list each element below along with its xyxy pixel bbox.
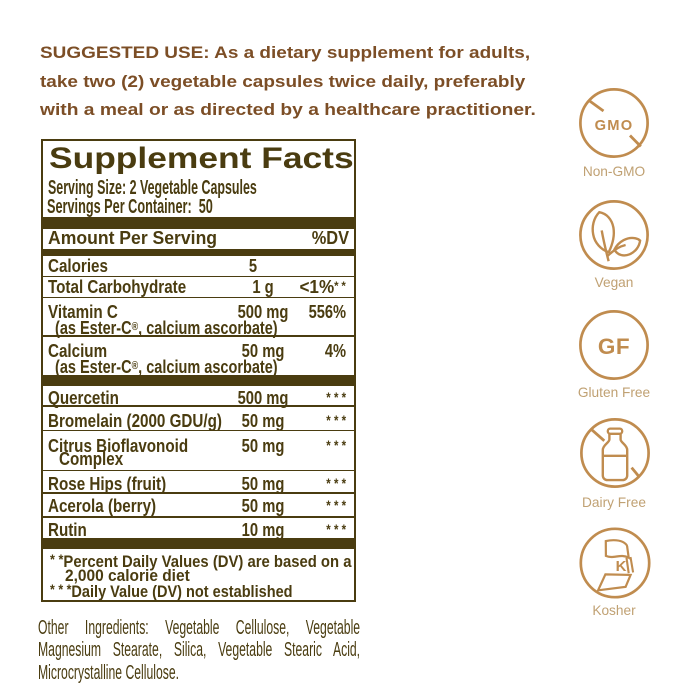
- svg-text:GMO: GMO: [595, 117, 634, 133]
- svg-text:GF: GF: [598, 334, 630, 359]
- svg-text:K: K: [616, 558, 627, 575]
